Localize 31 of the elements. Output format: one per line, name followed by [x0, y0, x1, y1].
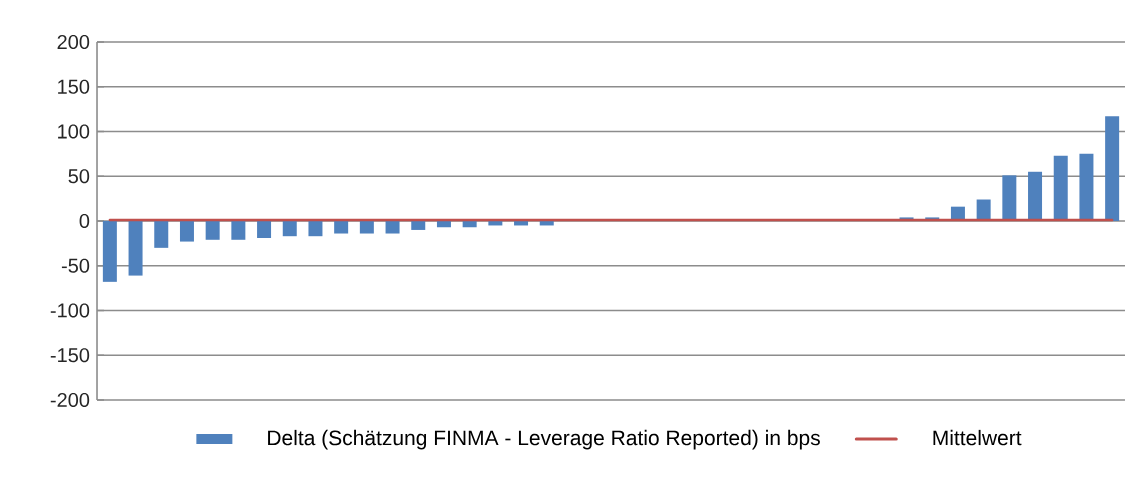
bar	[436, 220, 451, 228]
bar	[1002, 175, 1017, 221]
legend-label: Mittelwert	[933, 429, 1022, 446]
y-tick-label: 0	[79, 213, 90, 229]
y-tick-label: 200	[57, 34, 90, 50]
bar	[1105, 116, 1120, 221]
y-tick-label: -150	[50, 348, 90, 363]
bar	[411, 220, 426, 230]
bar	[308, 220, 323, 237]
bar	[359, 220, 374, 234]
bar	[128, 220, 143, 276]
y-tick-label: -100	[50, 303, 90, 318]
bar	[231, 220, 246, 240]
bar	[282, 220, 297, 237]
y-tick-label: 50	[68, 169, 90, 184]
bar	[462, 220, 477, 228]
bar	[334, 220, 349, 234]
bar	[385, 220, 400, 234]
bar	[205, 220, 220, 240]
y-tick-label: 150	[58, 79, 90, 94]
y-tick-label: -50	[61, 258, 90, 273]
bar	[257, 220, 272, 238]
bar	[1079, 153, 1094, 221]
bar	[102, 220, 117, 282]
bar	[179, 220, 194, 242]
y-tick-label: -200	[50, 392, 90, 408]
bar	[154, 220, 169, 248]
bar	[1053, 155, 1068, 221]
bar	[1028, 171, 1043, 221]
legend-label: Delta (Schätzung FINMA - Leverage Ratio Reported) in bps	[268, 429, 820, 450]
y-tick-label: 100	[58, 124, 90, 139]
